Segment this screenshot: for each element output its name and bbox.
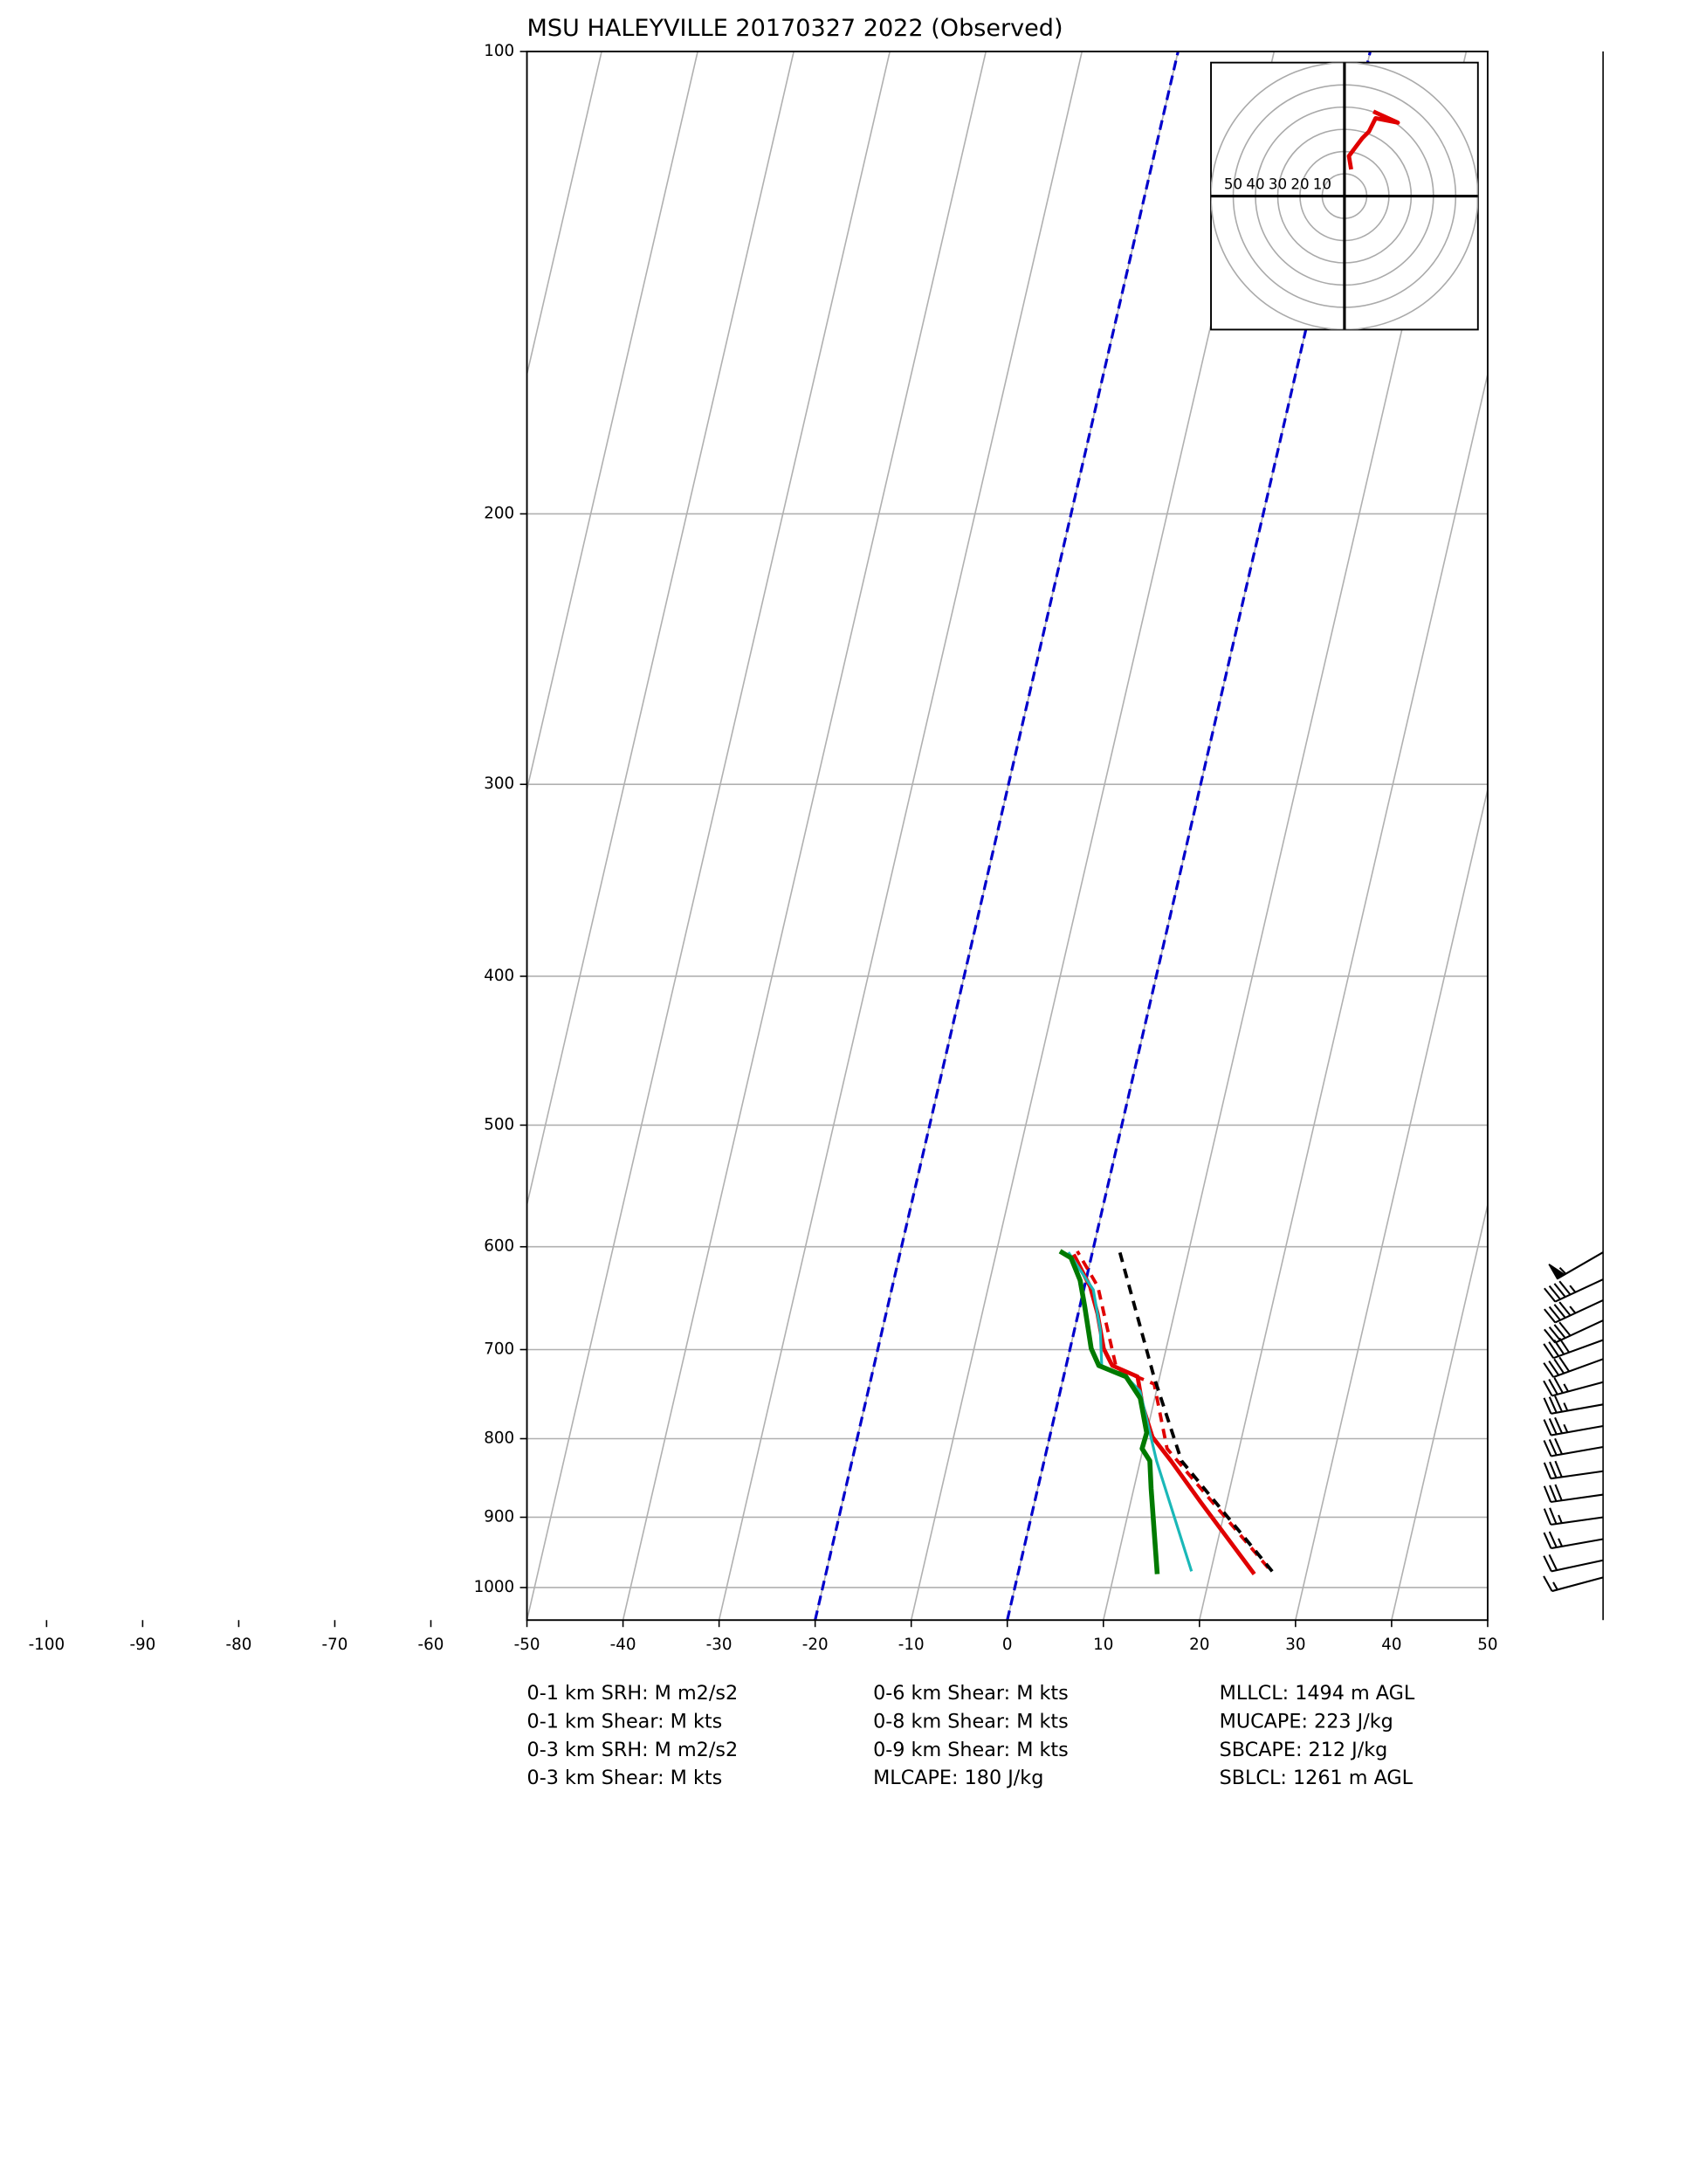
wind-barb (1543, 1484, 1604, 1504)
barb-lines (1543, 1554, 1604, 1573)
hodograph-ring-label: 10 (1313, 175, 1331, 192)
isotherm-grid-line (622, 51, 987, 1621)
x-tick-label: 0 (1002, 1636, 1013, 1654)
wind-barb (1544, 1278, 1604, 1303)
y-tick-label: 1000 (474, 1578, 515, 1596)
axes: -100 -90 -80 -70 -60 -50 -40 -30 -20 -10 0 10 20 30 40… (29, 42, 1498, 1654)
isotherm-grid-line (1295, 786, 1488, 1621)
wind-barb (1543, 1531, 1604, 1550)
barb-lines (1543, 1507, 1604, 1526)
stats: 0-1 km SRH: M m2/s2 0-1 km Shear: M kts 0-… (527, 1682, 1415, 1789)
x-tick-label: -70 (322, 1636, 348, 1654)
y-tick-label: 800 (484, 1430, 514, 1448)
stat-text: 0-9 km Shear: M kts (873, 1739, 1069, 1761)
barb-lines (1543, 1484, 1604, 1504)
wind-barb (1548, 1251, 1604, 1280)
barb-lines (1543, 1460, 1604, 1480)
profile-line (1118, 1250, 1274, 1573)
wind-barb (1543, 1377, 1604, 1397)
wind-barb (1543, 1507, 1604, 1526)
hodograph-ring-label: 30 (1269, 175, 1287, 192)
y-tick-label: 600 (484, 1237, 514, 1256)
barb-lines (1543, 1356, 1604, 1378)
hodograph-ring-label: 20 (1290, 175, 1309, 192)
barb-lines (1544, 1278, 1604, 1303)
barb-lines (1543, 1377, 1604, 1397)
barb-lines (1544, 1319, 1604, 1344)
y-tick-label: 100 (484, 42, 514, 60)
profile-line (1058, 1249, 1160, 1574)
stat-text: MLLCL: 1494 m AGL (1220, 1682, 1415, 1705)
hodograph-ring-label: 40 (1246, 175, 1264, 192)
isotherm-grid-line (526, 51, 602, 378)
wind-barb (1543, 1460, 1604, 1480)
y-tick-label: 400 (484, 967, 514, 985)
barb-lines (1544, 1299, 1604, 1324)
barb-lines (1543, 1337, 1604, 1360)
stat-text: 0-1 km Shear: M kts (527, 1710, 723, 1733)
isotherm-grid-line (1391, 1202, 1488, 1621)
wind-barb (1543, 1575, 1604, 1593)
x-tick-label: -100 (29, 1636, 65, 1654)
barb-lines (1543, 1416, 1604, 1436)
wind-barb (1544, 1299, 1604, 1324)
stat-text: 0-1 km SRH: M m2/s2 (527, 1682, 739, 1705)
isotherm-grid-line (1199, 371, 1488, 1621)
stat-text: 0-3 km Shear: M kts (527, 1767, 723, 1789)
hodograph-line (1346, 109, 1400, 170)
y-tick-label: 700 (484, 1340, 514, 1358)
highlight-isotherm (814, 51, 1180, 1621)
stat-text: 0-6 km Shear: M kts (873, 1682, 1069, 1705)
x-tick-label: 50 (1477, 1636, 1497, 1654)
x-tick-label: 30 (1285, 1636, 1305, 1654)
stat-text: MUCAPE: 223 J/kg (1220, 1710, 1393, 1733)
stat-text: 0-3 km SRH: M m2/s2 (527, 1739, 739, 1761)
wind-barb (1544, 1319, 1604, 1344)
isotherm-grid-line (526, 51, 891, 1621)
stat-text: SBCAPE: 212 J/kg (1220, 1739, 1388, 1761)
isotherm-grid-line (718, 51, 1083, 1621)
wind-barb (1543, 1554, 1604, 1573)
wind-barb (1543, 1416, 1604, 1436)
y-tick-label: 300 (484, 775, 514, 793)
hodograph-ring-label: 50 (1224, 175, 1242, 192)
barb-lines (1543, 1437, 1604, 1457)
y-tick-label: 900 (484, 1507, 514, 1526)
wind-barbs (1543, 1251, 1604, 1593)
wind-barb (1543, 1437, 1604, 1457)
x-tick-label: -20 (802, 1636, 829, 1654)
x-tick-label: 40 (1381, 1636, 1401, 1654)
x-tick-label: -30 (706, 1636, 733, 1654)
barb-lines (1543, 1531, 1604, 1550)
x-tick-label: 20 (1189, 1636, 1209, 1654)
x-tick-label: 10 (1093, 1636, 1113, 1654)
chart-title: MSU HALEYVILLE 20170327 2022 (Observed) (527, 15, 1063, 42)
x-tick-label: -10 (898, 1636, 925, 1654)
x-tick-label: -90 (129, 1636, 155, 1654)
isotherm-grid-line (526, 51, 698, 793)
highlight-isotherm (1006, 51, 1372, 1621)
wind-barb (1543, 1395, 1604, 1415)
x-tick-label: -80 (225, 1636, 251, 1654)
y-tick-label: 200 (484, 504, 514, 522)
wind-barb (1543, 1356, 1604, 1378)
wind-barb (1543, 1337, 1604, 1360)
stat-text: SBLCL: 1261 m AGL (1220, 1767, 1414, 1789)
y-tick-label: 500 (484, 1115, 514, 1133)
barb-lines (1543, 1395, 1604, 1415)
x-tick-label: -50 (514, 1636, 540, 1654)
x-tick-label: -40 (610, 1636, 636, 1654)
hodograph (1211, 62, 1478, 330)
barb-lines (1543, 1575, 1604, 1593)
x-tick-label: -60 (418, 1636, 444, 1654)
stat-text: 0-8 km Shear: M kts (873, 1710, 1069, 1733)
barb-pennant (1548, 1264, 1566, 1280)
stat-text: MLCAPE: 180 J/kg (873, 1767, 1043, 1789)
profile-line (1076, 1250, 1270, 1569)
isotherm-grid-line (526, 51, 794, 1209)
